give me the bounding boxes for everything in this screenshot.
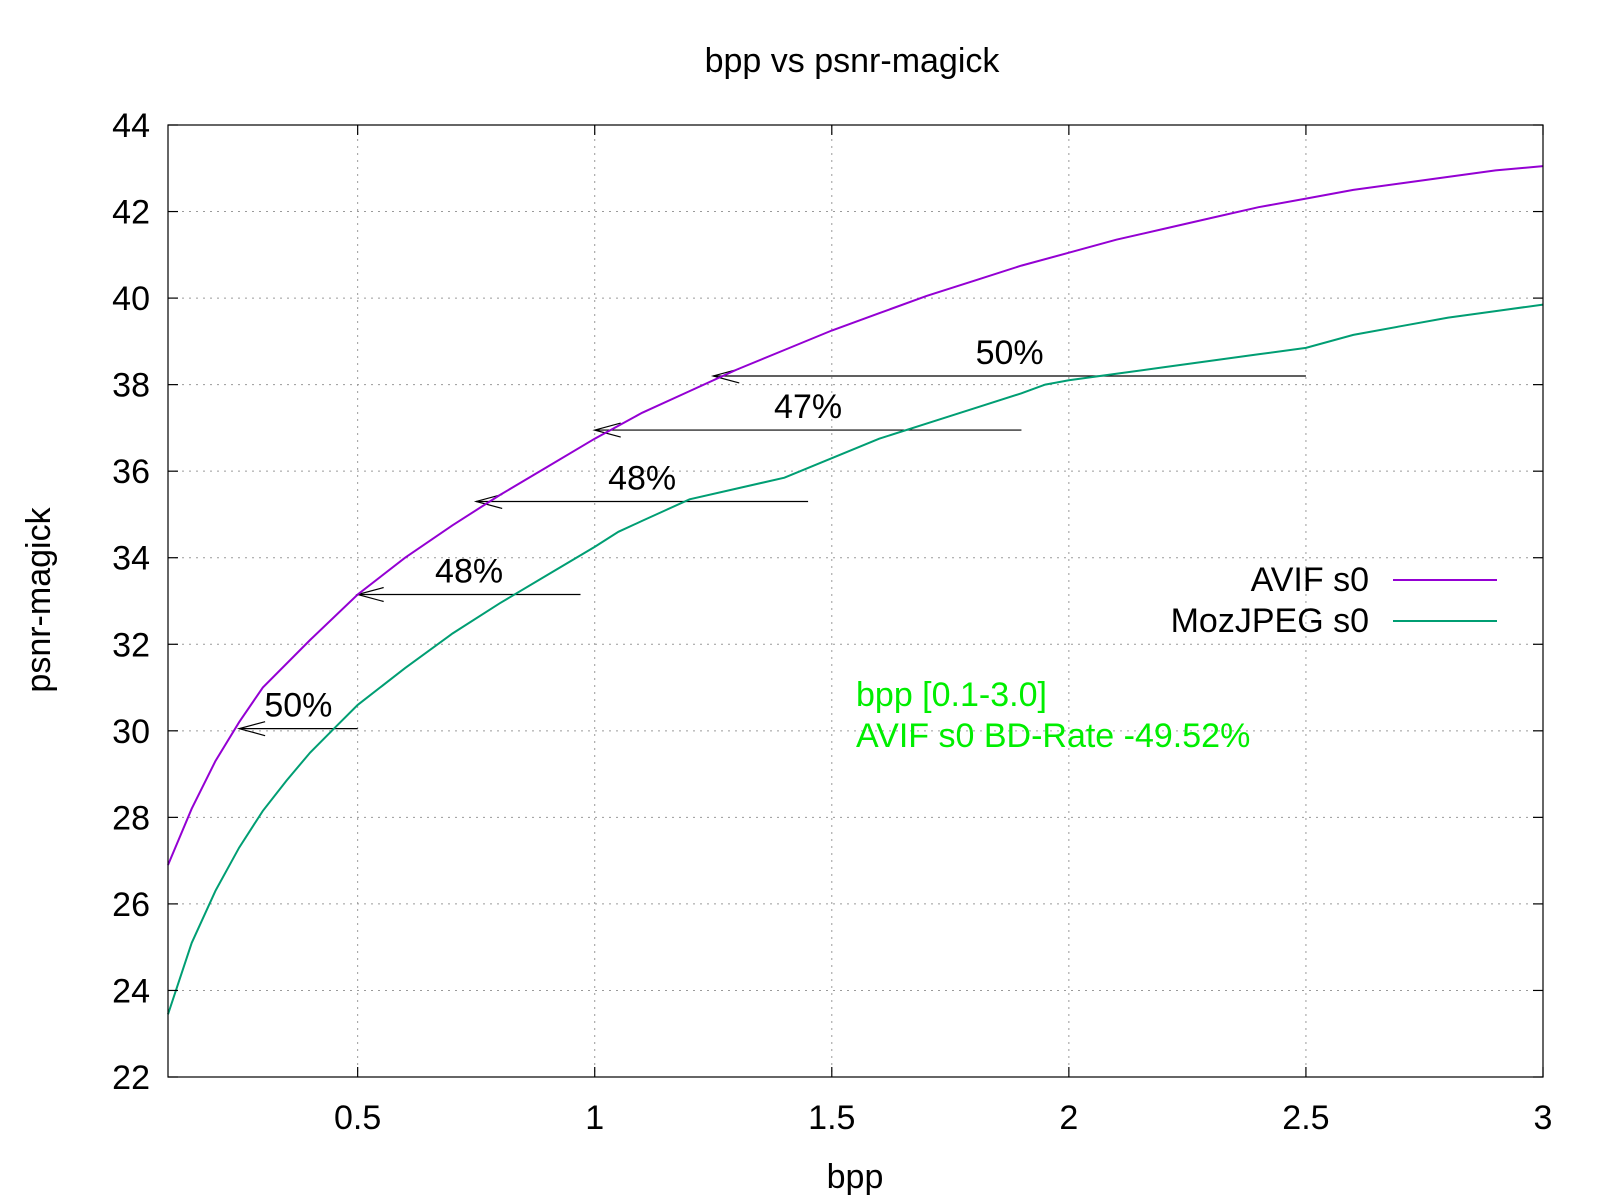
x-tick-label: 2: [1059, 1099, 1078, 1137]
y-tick-label: 32: [112, 626, 150, 664]
x-tick-label: 3: [1534, 1099, 1553, 1137]
legend: AVIF s0 MozJPEG s0: [1171, 561, 1497, 640]
legend-label-mozjpeg: MozJPEG s0: [1171, 602, 1369, 640]
y-tick-label: 24: [112, 972, 150, 1010]
series-line-mozjpeg: [167, 303, 1544, 1015]
bd-rate-note: bpp [0.1-3.0] AVIF s0 BD-Rate -49.52%: [856, 676, 1250, 755]
note-bd-rate: AVIF s0 BD-Rate -49.52%: [856, 717, 1250, 755]
y-tick-label: 42: [112, 194, 150, 232]
note-bpp-range: bpp [0.1-3.0]: [856, 676, 1047, 714]
grid-layer: [168, 125, 1543, 1077]
series-layer: [167, 165, 1544, 1015]
y-tick-label: 44: [112, 107, 150, 145]
bd-rate-label: 47%: [774, 388, 842, 426]
x-axis-title: bpp: [827, 1158, 884, 1196]
x-tick-label: 1.5: [808, 1099, 855, 1137]
x-tick-label: 2.5: [1282, 1099, 1329, 1137]
series-line-avif: [167, 165, 1544, 866]
bd-rate-label: 48%: [608, 459, 676, 497]
legend-label-avif: AVIF s0: [1251, 561, 1369, 599]
y-tick-label: 30: [112, 713, 150, 751]
bd-rate-arrowhead: [236, 721, 266, 737]
x-tick-label: 0.5: [334, 1099, 381, 1137]
y-tick-label: 36: [112, 453, 150, 491]
legend-item-mozjpeg: MozJPEG s0: [1171, 602, 1497, 640]
x-tick-label: 1: [585, 1099, 604, 1137]
legend-item-avif: AVIF s0: [1251, 561, 1497, 599]
plot-frame: [167, 124, 1544, 1078]
axis-ticks: 0.5 1 1.5 2 2.5 3 22 24 26 28 30 32 34 36 38 40 42 44: [112, 107, 1552, 1137]
y-tick-label: 28: [112, 799, 150, 837]
bd-rate-label: 50%: [264, 687, 332, 725]
y-tick-label: 26: [112, 886, 150, 924]
bd-rate-arrows: 50% 48% 48% 47% 50%: [236, 334, 1306, 737]
bd-rate-label: 48%: [435, 553, 503, 591]
y-tick-label: 22: [112, 1059, 150, 1097]
chart-title: bpp vs psnr-magick: [705, 42, 1001, 80]
bd-rate-arrowhead: [592, 422, 621, 438]
y-tick-label: 38: [112, 367, 150, 405]
y-tick-label: 34: [112, 540, 150, 578]
y-axis-title: psnr-magick: [20, 506, 58, 692]
bd-rate-arrowhead: [473, 493, 503, 510]
y-tick-label: 40: [112, 280, 150, 318]
bd-rate-label: 50%: [976, 334, 1044, 372]
bd-rate-arrowhead: [710, 368, 740, 384]
